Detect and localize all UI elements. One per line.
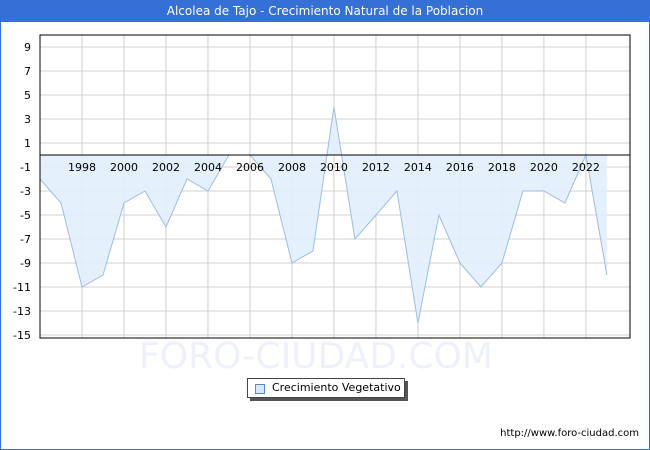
- plot-border: [39, 34, 631, 339]
- legend-label: Crecimiento Vegetativo: [272, 381, 401, 394]
- y-tick-label: -15: [13, 329, 31, 342]
- x-tick-label: 2008: [278, 161, 306, 174]
- y-tick-label: 3: [24, 113, 31, 126]
- y-tick-label: -11: [13, 281, 31, 294]
- y-tick-label: -3: [20, 185, 31, 198]
- y-tick-label: -13: [13, 305, 31, 318]
- y-tick-label: -9: [20, 257, 31, 270]
- data-line: [39, 106, 608, 324]
- x-tick-label: 2018: [488, 161, 516, 174]
- x-tick-label: 2006: [236, 161, 264, 174]
- x-tick-label: 2010: [320, 161, 348, 174]
- x-tick-label: 2022: [572, 161, 600, 174]
- x-tick-label: 2014: [404, 161, 432, 174]
- x-tick-label: 2020: [530, 161, 558, 174]
- x-tick-label: 2012: [362, 161, 390, 174]
- chart-title: Alcolea de Tajo - Crecimiento Natural de…: [0, 0, 650, 22]
- y-tick-label: 1: [24, 137, 31, 150]
- watermark: FORO-CIUDAD.COM: [139, 336, 493, 377]
- y-tick-label: -7: [20, 233, 31, 246]
- x-tick-label: 2002: [152, 161, 180, 174]
- y-tick-label: 5: [24, 89, 31, 102]
- x-tick-label: 2016: [446, 161, 474, 174]
- y-tick-label: -1: [20, 161, 31, 174]
- x-tick-label: 2004: [194, 161, 222, 174]
- legend-swatch-icon: [255, 384, 265, 394]
- footer-url: http://www.foro-ciudad.com: [500, 428, 639, 439]
- x-tick-label: 2000: [110, 161, 138, 174]
- y-tick-label: 7: [24, 65, 31, 78]
- legend: Crecimiento Vegetativo: [247, 378, 405, 398]
- y-tick-label: -5: [20, 209, 31, 222]
- x-tick-label: 1998: [68, 161, 96, 174]
- y-tick-label: 9: [24, 41, 31, 54]
